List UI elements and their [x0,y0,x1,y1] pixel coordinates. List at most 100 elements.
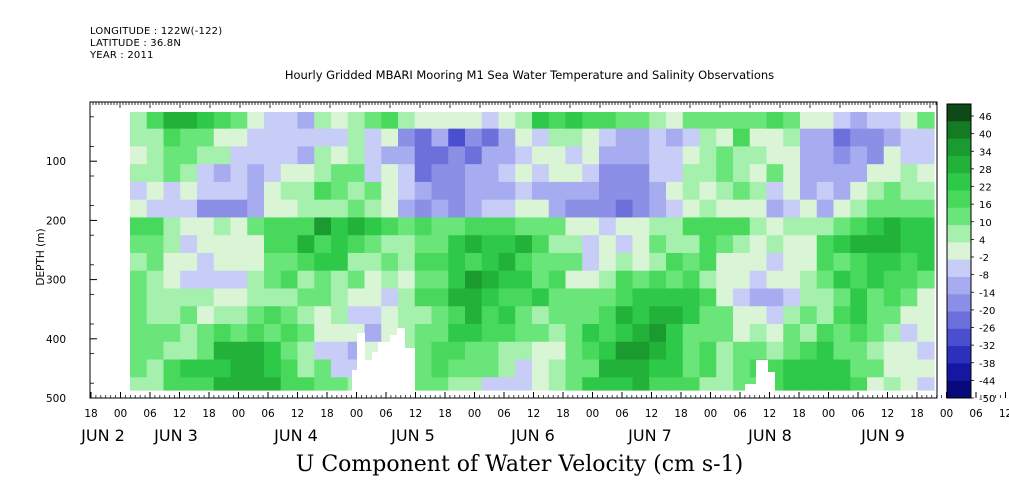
heatmap-cell [900,359,918,378]
heatmap-cell [532,324,550,343]
heatmap-cell [615,324,634,343]
heatmap-cell [130,341,148,361]
x-hour-label: 00 [940,408,953,420]
heatmap-cell [498,235,516,254]
heatmap-cell [682,377,701,391]
heatmap-cell [264,252,282,272]
heatmap-cell [783,252,801,272]
x-day-label: JUN 3 [153,426,198,445]
heatmap-cell [364,235,382,254]
heatmap-cell [632,377,650,391]
heatmap-cell [163,164,181,183]
heatmap-cell [682,199,701,219]
heatmap-cell [230,270,248,290]
heatmap-cell [749,288,768,307]
heatmap-cell [213,164,232,183]
colorbar-swatch [947,190,971,209]
colorbar-swatch [947,294,971,313]
heatmap-cell [716,181,734,201]
x-hour-label: 18 [320,408,333,420]
heatmap-cell [900,270,918,290]
heatmap-cell [800,128,818,147]
heatmap-cell [498,112,516,130]
y-tick-label: 100 [46,156,66,168]
heatmap-cell [615,377,634,391]
heatmap-cell [867,112,885,130]
colorbar-swatch [947,225,971,243]
heatmap-cell [532,146,550,165]
heatmap-cell [632,359,650,378]
heatmap-cell [883,288,902,307]
heatmap-cell [716,164,734,183]
heatmap-cell [883,128,902,147]
colorbar-label: 40 [979,130,992,141]
heatmap-cell [264,217,282,236]
heatmap-cell [766,217,784,236]
heatmap-cell [163,341,181,361]
heatmap-cell [130,235,148,254]
heatmap-cell [850,235,868,254]
heatmap-cell [431,377,449,391]
heatmap-cell [280,217,299,236]
heatmap-cell [498,146,516,165]
heatmap-cell [699,164,717,183]
heatmap-cell [280,270,299,290]
heatmap-cell [649,359,667,378]
heatmap-cell [816,306,835,325]
heatmap-cell [398,306,416,325]
heatmap-cell [146,146,165,165]
heatmap-cell [917,181,935,201]
heatmap-cell [615,164,634,183]
heatmap-cell [163,217,181,236]
heatmap-cell [213,199,232,219]
heatmap-cell [431,306,449,325]
heatmap-cell [666,128,684,147]
heatmap-cell [766,306,784,325]
heatmap-cell [280,112,299,130]
heatmap-cell [498,164,516,183]
heatmap-cell [716,306,734,325]
heatmap-cell [314,181,332,201]
missing-data-region [352,328,415,398]
heatmap-cell [498,306,516,325]
heatmap-cell [816,377,835,391]
heatmap-cell [615,359,634,378]
heatmap-cell [230,359,248,378]
heatmap-cell [548,359,567,378]
heatmap-cell [230,341,248,361]
heatmap-cell [197,324,215,343]
heatmap-cell [280,359,299,378]
heatmap-cell [381,235,399,254]
heatmap-cell [481,217,500,236]
heatmap-cell [247,306,265,325]
heatmap-cell [515,359,533,378]
heatmap-cell [749,199,768,219]
heatmap-cell [749,164,768,183]
heatmap-cell [180,146,198,165]
heatmap-cell [280,199,299,219]
heatmap-cell [548,164,567,183]
heatmap-cell [297,146,315,165]
x-hour-label: 18 [84,408,97,420]
heatmap-cell [213,252,232,272]
y-axis-label: DEPTH (m) [35,228,47,285]
heatmap-cell [649,377,667,391]
heatmap-cell [733,164,751,183]
heatmap-cell [900,181,918,201]
colorbar-label: -20 [979,306,995,317]
heatmap-cell [599,181,617,201]
x-day-label: JUN 9 [860,426,905,445]
colorbar-label: -26 [979,324,995,335]
heatmap-cell [431,181,449,201]
heatmap-cell [900,112,918,130]
x-day-label: JUN 5 [390,426,435,445]
heatmap-cell [481,324,500,343]
heatmap-cell [532,270,550,290]
heatmap-cell [448,199,466,219]
heatmap-cell [213,181,232,201]
colorbar-swatch [947,363,971,382]
heatmap-cell [146,128,165,147]
heatmap-cell [800,288,818,307]
heatmap-cell [414,128,433,147]
heatmap-cell [900,217,918,236]
